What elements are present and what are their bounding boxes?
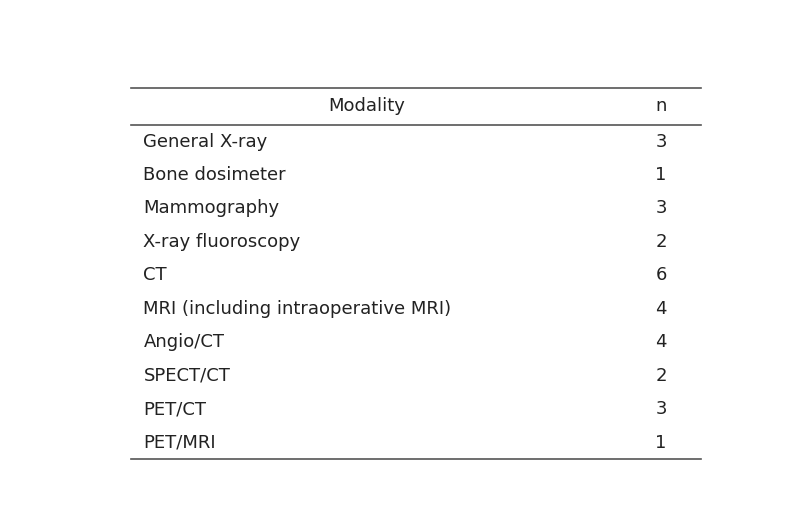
Text: Modality: Modality (328, 98, 405, 116)
Text: MRI (including intraoperative MRI): MRI (including intraoperative MRI) (143, 300, 451, 318)
Text: 3: 3 (655, 132, 667, 151)
Text: General X-ray: General X-ray (143, 132, 268, 151)
Text: PET/CT: PET/CT (143, 400, 206, 418)
Text: CT: CT (143, 267, 167, 285)
Text: n: n (655, 98, 666, 116)
Text: 2: 2 (655, 233, 667, 251)
Text: 2: 2 (655, 367, 667, 385)
Text: PET/MRI: PET/MRI (143, 434, 216, 452)
Text: Angio/CT: Angio/CT (143, 333, 224, 351)
Text: Bone dosimeter: Bone dosimeter (143, 166, 286, 184)
Text: 3: 3 (655, 199, 667, 217)
Text: X-ray fluoroscopy: X-ray fluoroscopy (143, 233, 301, 251)
Text: 3: 3 (655, 400, 667, 418)
Text: 4: 4 (655, 300, 667, 318)
Text: 1: 1 (655, 434, 666, 452)
Text: 4: 4 (655, 333, 667, 351)
Text: 6: 6 (655, 267, 666, 285)
Text: Mammography: Mammography (143, 199, 279, 217)
Text: 1: 1 (655, 166, 666, 184)
Text: SPECT/CT: SPECT/CT (143, 367, 230, 385)
